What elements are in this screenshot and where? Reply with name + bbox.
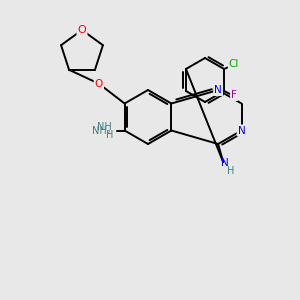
Text: H: H — [227, 166, 235, 176]
Text: N: N — [238, 125, 245, 136]
Text: NH₂: NH₂ — [92, 125, 111, 136]
Text: O: O — [95, 79, 103, 88]
Text: F: F — [231, 90, 237, 100]
Text: N: N — [221, 158, 229, 168]
Text: NH: NH — [97, 122, 112, 133]
Text: H: H — [106, 130, 114, 140]
Text: O: O — [78, 25, 86, 35]
Text: Cl: Cl — [229, 59, 239, 69]
Text: N: N — [214, 85, 222, 95]
